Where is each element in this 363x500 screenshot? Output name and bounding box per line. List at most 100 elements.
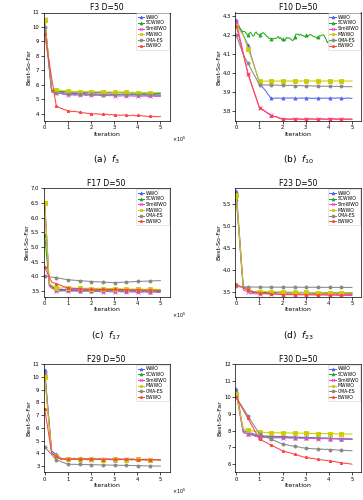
SCWWO [69, 90, 74, 96]
MWWO [149, 90, 153, 96]
Text: (c)  $f_{17}$: (c) $f_{17}$ [91, 330, 122, 342]
WWO [102, 286, 106, 292]
WWO [65, 286, 69, 292]
SCWWO [261, 290, 265, 296]
Line: SCWWO: SCWWO [235, 24, 354, 44]
CMA-ES [158, 92, 163, 98]
MWWO [148, 457, 152, 463]
Line: MWWO: MWWO [43, 18, 162, 94]
SimWWO [145, 290, 150, 296]
CMA-ES [154, 278, 158, 284]
CMA-ES [65, 276, 69, 282]
SCWWO [42, 370, 47, 376]
CMA-ES [303, 284, 307, 290]
CMA-ES [149, 463, 153, 469]
WWO [42, 368, 47, 374]
CMA-ES [158, 278, 163, 283]
SimWWO [69, 288, 74, 294]
MWWO [65, 456, 69, 462]
WWO [256, 432, 261, 438]
SCWWO [294, 31, 298, 37]
SimWWO [65, 456, 69, 462]
Line: CMA-ES: CMA-ES [43, 446, 162, 468]
X-axis label: Iteration: Iteration [93, 308, 120, 312]
SimWWO [261, 107, 265, 113]
MWWO [102, 456, 106, 462]
SCWWO [157, 288, 162, 294]
Line: WWO: WWO [235, 189, 354, 295]
CMA-ES [69, 462, 74, 468]
SimWWO [294, 116, 298, 122]
SCWWO [150, 456, 154, 462]
MWWO [342, 290, 346, 296]
SCWWO [102, 288, 106, 294]
SCWWO [69, 456, 74, 462]
EWWO [294, 116, 298, 122]
SimWWO [158, 456, 163, 462]
SCWWO [256, 289, 261, 295]
WWO [303, 434, 307, 440]
CMA-ES [149, 92, 153, 98]
Line: EWWO: EWWO [235, 24, 354, 121]
EWWO [149, 113, 153, 119]
Line: MWWO: MWWO [235, 392, 354, 436]
SCWWO [324, 290, 329, 296]
MWWO [234, 192, 238, 198]
SimWWO [294, 291, 298, 297]
CMA-ES [344, 284, 348, 290]
SCWWO [303, 290, 307, 296]
SCWWO [294, 434, 298, 440]
EWWO [149, 457, 153, 463]
CMA-ES [234, 283, 238, 289]
SCWWO [345, 290, 350, 296]
WWO [69, 90, 74, 96]
MWWO [345, 290, 350, 296]
Y-axis label: Best-So-Far: Best-So-Far [26, 400, 31, 436]
MWWO [261, 430, 265, 436]
SCWWO [340, 436, 345, 442]
Line: CMA-ES: CMA-ES [235, 396, 354, 452]
MWWO [342, 78, 346, 84]
WWO [261, 433, 265, 439]
WWO [69, 456, 74, 462]
EWWO [158, 288, 163, 294]
X-axis label: Iteration: Iteration [285, 132, 311, 136]
MWWO [151, 90, 155, 96]
WWO [261, 85, 265, 91]
SimWWO [158, 289, 163, 295]
CMA-ES [42, 273, 47, 279]
Y-axis label: Best-So-Far: Best-So-Far [216, 49, 221, 84]
MWWO [65, 285, 69, 291]
Line: EWWO: EWWO [43, 266, 162, 292]
MWWO [345, 431, 350, 437]
CMA-ES [294, 444, 298, 450]
EWWO [152, 114, 157, 119]
Y-axis label: Best-So-Far: Best-So-Far [26, 49, 31, 84]
EWWO [234, 394, 238, 400]
WWO [256, 77, 261, 83]
SimWWO [65, 288, 69, 294]
Line: EWWO: EWWO [43, 407, 162, 462]
Text: (b)  $f_{10}$: (b) $f_{10}$ [282, 154, 314, 166]
Line: MWWO: MWWO [43, 376, 162, 462]
Line: WWO: WWO [43, 18, 162, 97]
WWO [157, 288, 162, 294]
WWO [111, 288, 116, 294]
MWWO [150, 456, 154, 462]
MWWO [304, 78, 309, 84]
CMA-ES [340, 84, 345, 89]
CMA-ES [340, 284, 345, 290]
SimWWO [350, 436, 354, 442]
Line: SCWWO: SCWWO [235, 198, 354, 295]
SimWWO [344, 436, 348, 442]
Line: MWWO: MWWO [235, 194, 354, 295]
Line: EWWO: EWWO [235, 283, 354, 297]
SCWWO [345, 35, 350, 41]
Line: MWWO: MWWO [235, 24, 354, 83]
MWWO [324, 290, 329, 296]
SCWWO [65, 456, 69, 462]
Title: F10 D=50: F10 D=50 [279, 4, 317, 13]
MWWO [158, 456, 163, 462]
Legend: WWO, SCWWO, SimWWO, MWWO, CMA-ES, EWWO: WWO, SCWWO, SimWWO, MWWO, CMA-ES, EWWO [328, 189, 360, 226]
SCWWO [261, 434, 265, 440]
